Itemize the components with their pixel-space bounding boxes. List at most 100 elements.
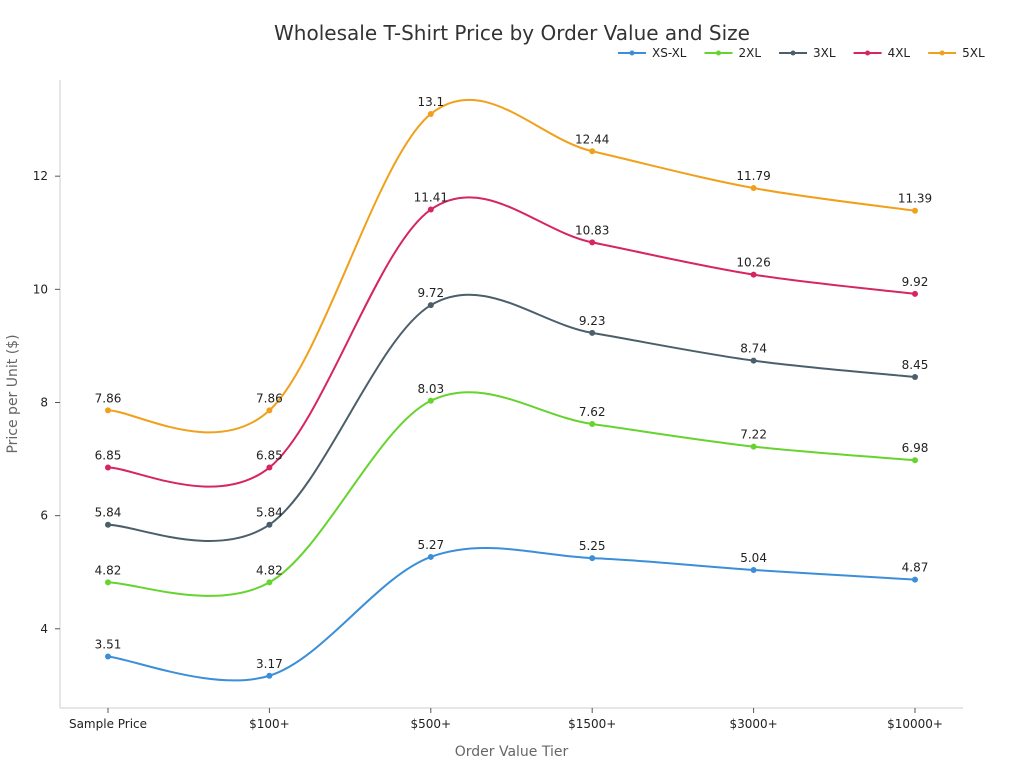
data-point: [750, 185, 757, 192]
data-label: 5.84: [95, 506, 122, 520]
data-point: [266, 521, 273, 528]
legend-label: 5XL: [962, 46, 985, 60]
data-label: 6.85: [256, 449, 283, 463]
data-label: 6.98: [902, 441, 929, 455]
data-label: 9.23: [579, 314, 606, 328]
data-point: [912, 576, 918, 583]
data-point: [427, 206, 434, 213]
y-tick-label: 12: [33, 169, 48, 183]
x-tick-label: $100+: [249, 717, 290, 731]
data-label: 5.04: [740, 551, 767, 565]
series-line: [107, 196, 916, 488]
data-point: [105, 579, 111, 586]
data-label: 9.92: [902, 275, 929, 289]
legend-label: XS-XL: [652, 46, 687, 60]
legend-item: 4XL: [853, 46, 911, 60]
data-point: [912, 290, 918, 297]
data-label: 4.87: [902, 561, 929, 575]
x-ticks: Sample Price $100+ $500+ $1500+ $3000+ $10000…: [69, 708, 943, 731]
data-label: 6.85: [95, 449, 122, 463]
data-point: [589, 329, 596, 336]
y-tick-label: 6: [40, 509, 48, 523]
series-5xl: 7.86 7.86 13.1 12.44 11.79 11.39: [95, 95, 932, 434]
series-line: [107, 547, 916, 682]
chart-title: Wholesale T-Shirt Price by Order Value a…: [274, 21, 750, 45]
data-label: 5.27: [417, 538, 444, 552]
data-point: [750, 566, 757, 573]
data-point: [427, 110, 434, 117]
data-point: [912, 207, 918, 214]
data-label: 4.82: [95, 563, 122, 577]
x-tick-label: $500+: [411, 717, 452, 731]
data-point: [589, 555, 596, 562]
x-tick-label: $10000+: [887, 717, 943, 731]
data-point: [912, 374, 918, 381]
data-point: [266, 407, 273, 414]
data-point: [912, 457, 918, 464]
series-line: [107, 391, 916, 597]
series-line: [107, 293, 916, 542]
data-point: [427, 302, 434, 309]
y-tick-label: 8: [40, 395, 48, 409]
x-axis-title: Order Value Tier: [455, 744, 569, 760]
data-point: [105, 464, 111, 471]
legend-marker: [939, 50, 945, 56]
data-label: 3.17: [256, 657, 283, 671]
legend-marker: [715, 50, 721, 56]
legend-label: 3XL: [813, 46, 836, 60]
data-label: 3.51: [95, 638, 122, 652]
data-label: 5.84: [256, 506, 283, 520]
data-point: [105, 521, 111, 528]
data-point: [266, 579, 273, 586]
y-tick-label: 4: [40, 622, 48, 636]
data-label: 12.44: [575, 132, 609, 146]
data-point: [105, 653, 111, 660]
legend-label: 4XL: [888, 46, 911, 60]
data-label: 10.26: [736, 256, 770, 270]
data-label: 11.41: [414, 191, 448, 205]
data-point: [750, 443, 757, 450]
data-point: [750, 271, 757, 278]
series-4xl: 6.85 6.85 11.41 10.83 10.26 9.92: [95, 191, 929, 488]
data-label: 8.45: [902, 358, 929, 372]
data-point: [589, 239, 596, 246]
data-point: [750, 357, 757, 364]
data-point: [266, 672, 273, 679]
legend: XS-XL 2XL 3XL 4XL 5XL: [618, 46, 985, 60]
legend-label: 2XL: [738, 46, 761, 60]
data-label: 7.86: [95, 391, 122, 405]
series-2xl: 4.82 4.82 8.03 7.62 7.22 6.98: [95, 382, 929, 597]
x-tick-label: $1500+: [568, 717, 616, 731]
axes: [59, 80, 963, 709]
data-point: [589, 148, 596, 155]
data-point: [427, 397, 434, 404]
data-label: 4.82: [256, 563, 283, 577]
y-ticks: 4 6 8 10 12: [33, 169, 60, 636]
data-point: [589, 420, 596, 427]
data-label: 5.25: [579, 539, 606, 553]
legend-marker: [865, 50, 871, 56]
data-label: 8.74: [740, 342, 767, 356]
data-point: [105, 407, 111, 414]
y-axis-title: Price per Unit ($): [5, 334, 21, 453]
data-label: 7.62: [579, 405, 606, 419]
legend-item: XS-XL: [618, 46, 687, 60]
data-label: 11.79: [736, 169, 770, 183]
x-tick-label: Sample Price: [69, 717, 147, 731]
data-point: [266, 464, 273, 471]
data-label: 10.83: [575, 223, 609, 237]
series-xs-xl: 3.51 3.17 5.27 5.25 5.04 4.87: [95, 538, 929, 682]
legend-item: 3XL: [779, 46, 836, 60]
legend-item: 2XL: [704, 46, 761, 60]
series-3xl: 5.84 5.84 9.72 9.23 8.74 8.45: [95, 286, 929, 542]
legend-marker: [790, 50, 796, 56]
series-line: [107, 98, 916, 434]
data-label: 8.03: [417, 382, 444, 396]
data-label: 7.22: [740, 428, 767, 442]
series-layer: 3.51 3.17 5.27 5.25 5.04 4.87 4.82 4.82 8.03 7.62…: [95, 95, 932, 682]
data-label: 9.72: [417, 286, 444, 300]
y-tick-label: 10: [33, 282, 48, 296]
data-label: 11.39: [898, 192, 932, 206]
data-point: [427, 553, 434, 560]
